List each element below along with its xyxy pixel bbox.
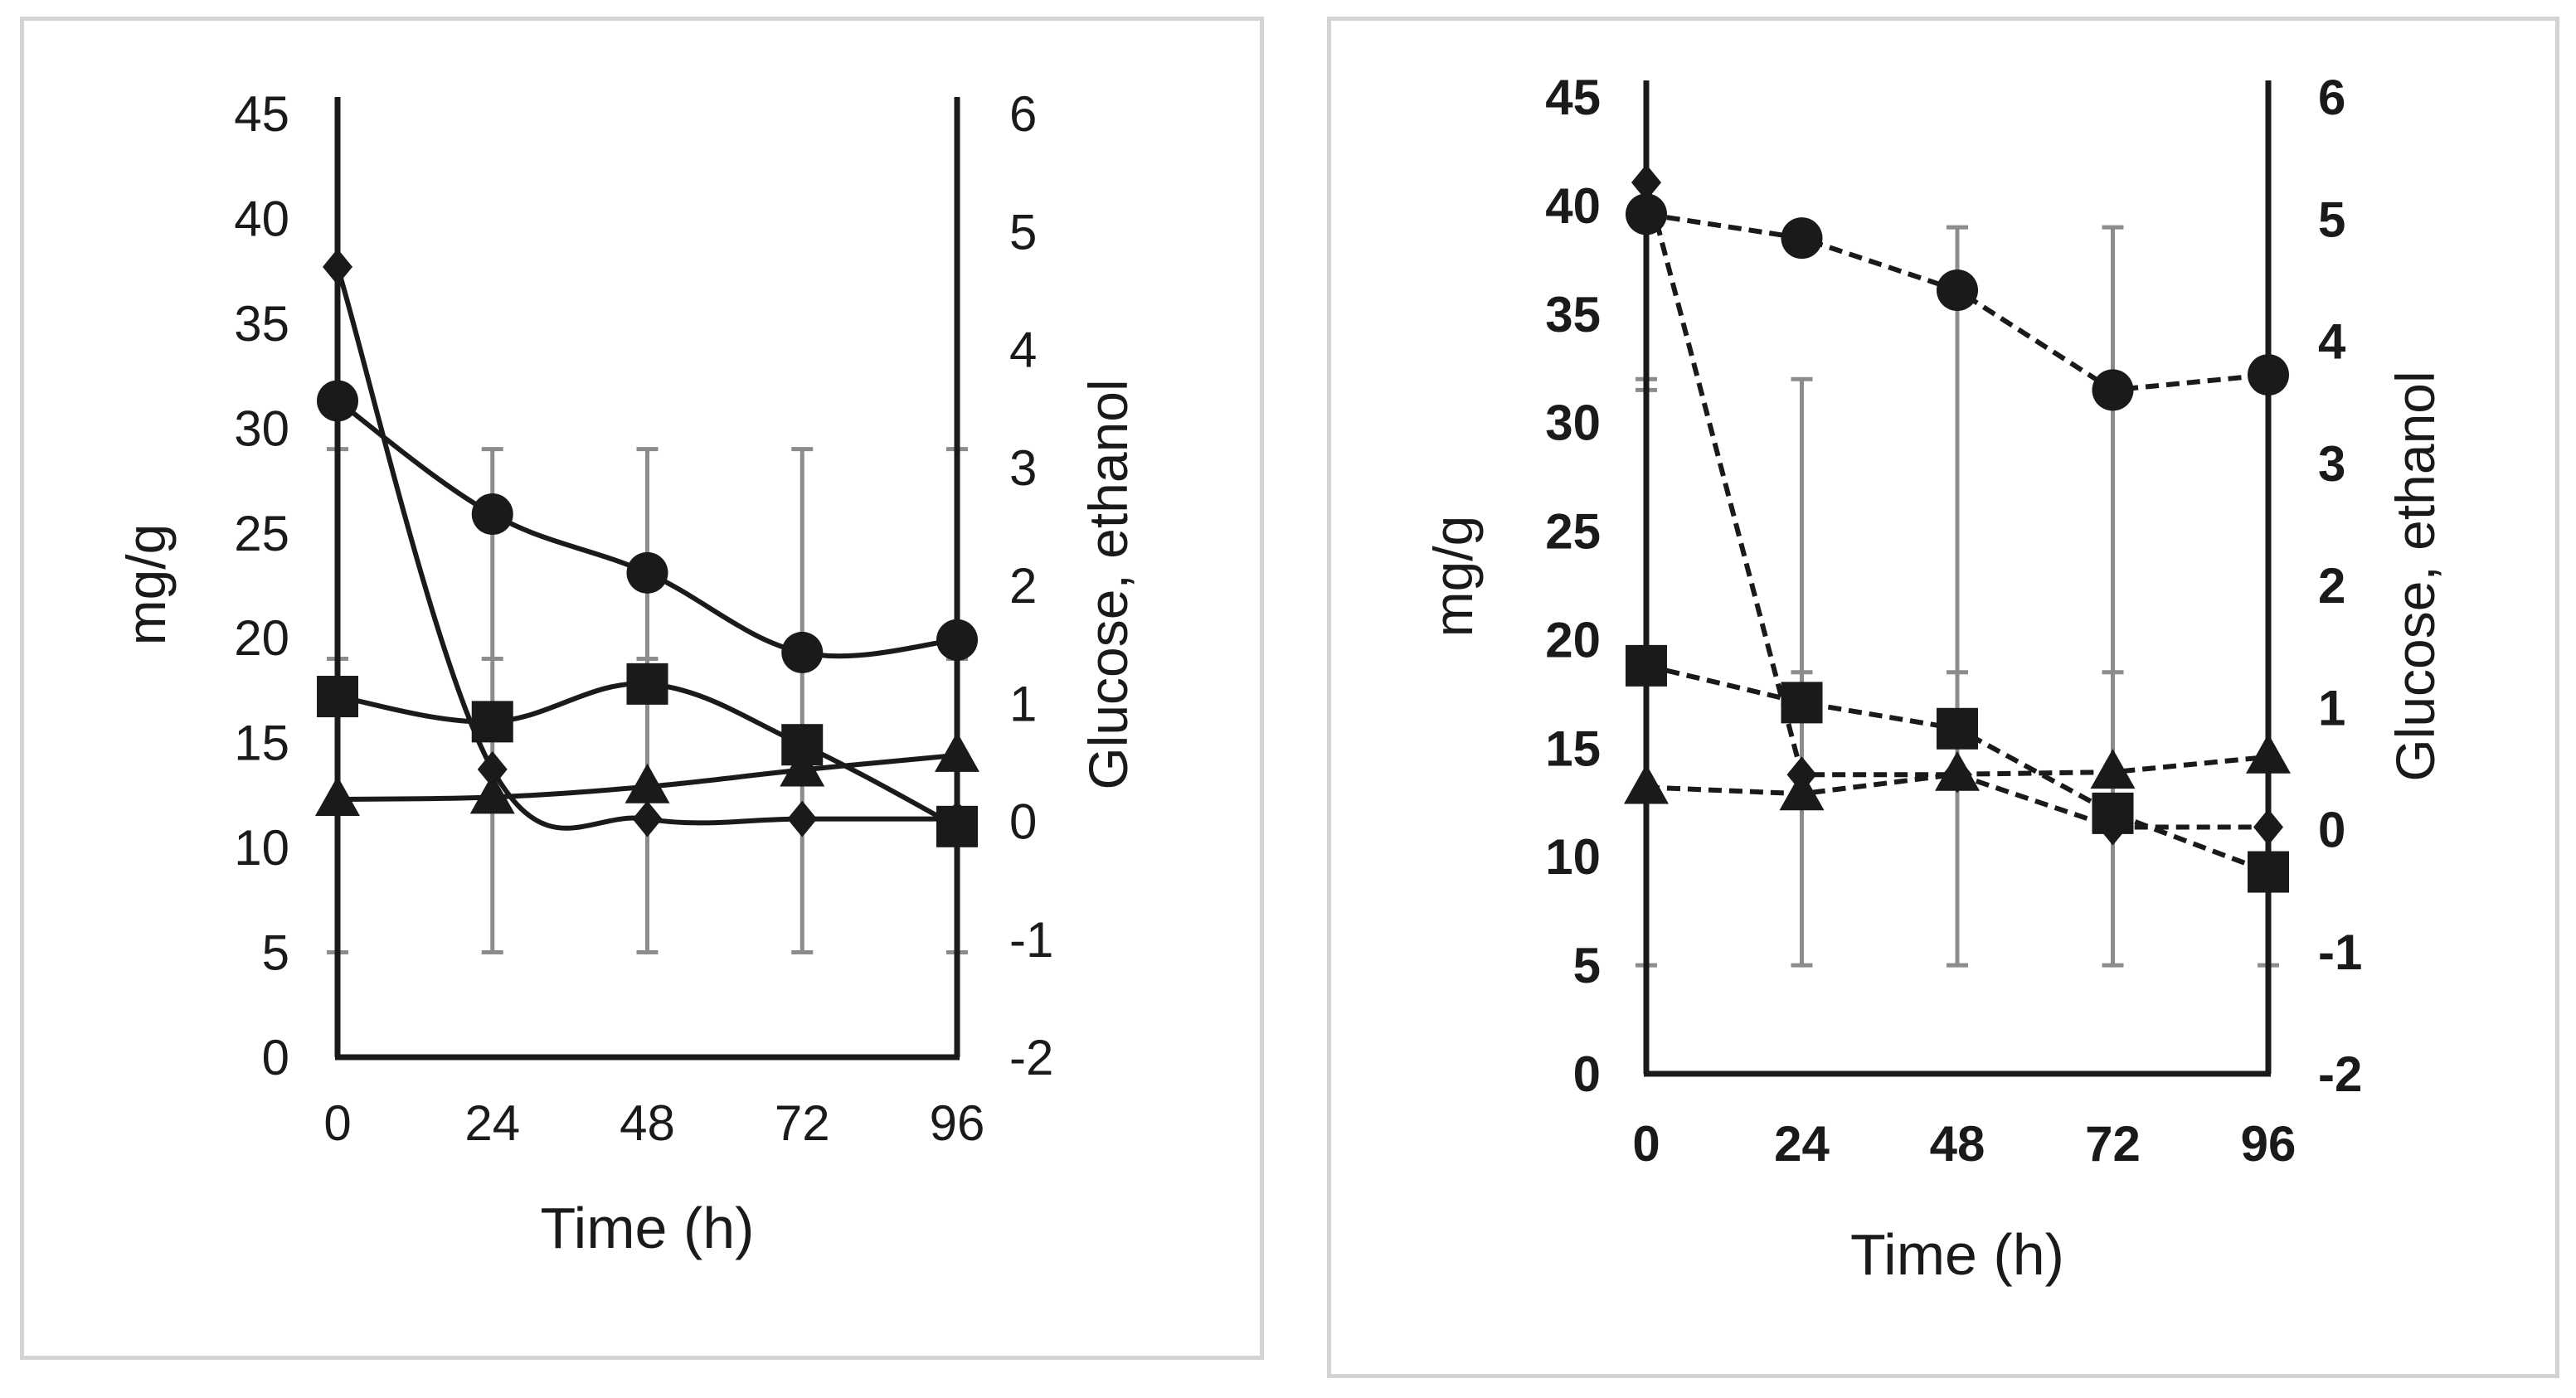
square-marker-48 [1937,707,1978,750]
y-tick-label-9: 45 [1545,70,1601,125]
circle-marker-48 [626,551,668,594]
diamond-marker-96 [2253,808,2283,846]
y-tick-label-2: 10 [234,820,289,876]
circle-marker-72 [2092,369,2134,411]
y-tick-label-3: 15 [234,716,289,771]
y2-tick-label-7: 5 [2318,192,2345,247]
y2-tick-label-5: 3 [2318,436,2345,492]
triangle-marker-72 [780,746,825,787]
triangle-marker-24 [469,774,515,814]
y-tick-label-0: 0 [1573,1046,1601,1102]
square-marker-96 [2248,851,2289,893]
y-tick-label-8: 40 [234,191,289,246]
y-tick-label-8: 40 [1545,178,1601,234]
circle-marker-48 [1937,269,1978,311]
triangle-marker-0 [315,775,360,816]
y-tick-label-7: 35 [234,296,289,352]
triangle-marker-48 [625,763,670,803]
y-axis-title: mg/g [1422,516,1484,638]
x-tick-label-3: 72 [2085,1116,2141,1172]
square-marker-48 [626,663,668,705]
square-marker-24 [1781,682,1823,724]
triangle-marker-0 [1624,764,1669,804]
x-tick-label-2: 48 [1930,1116,1985,1172]
square-marker-0 [317,676,358,718]
y2-axis-title: Glucose, ethanol [1077,379,1139,789]
y2-tick-label-1: -1 [1009,912,1053,968]
y2-tick-label-6: 4 [1009,323,1037,378]
y2-tick-label-4: 2 [1009,558,1037,614]
circle-marker-0 [1626,193,1667,235]
y-tick-label-6: 30 [1545,396,1601,451]
y2-tick-label-3: 1 [1009,676,1037,731]
diamond-marker-96 [942,800,972,837]
left-chart-panel: 0 5 10 15 20 25 30 35 40 45 -2 -1 0 1 2 3 4 5 6 0 24 48 72 96 Ti… [20,17,1264,1360]
y2-tick-label-7: 5 [1009,204,1037,260]
right-chart-panel: 0 5 10 15 20 25 30 35 40 45 -2 -1 0 1 2 3 4 5 6 0 24 48 72 96 Ti… [1327,17,2559,1378]
y-tick-label-1: 5 [262,925,289,981]
diamond-marker-72 [2097,808,2128,846]
square-marker-0 [1626,644,1667,687]
circle-marker-24 [1781,217,1823,260]
diamond-marker-0 [1631,164,1661,201]
circle-marker-24 [471,493,513,536]
y-tick-label-6: 30 [234,400,289,456]
triangle-marker-96 [2246,733,2291,774]
y2-tick-label-0: -2 [1009,1030,1053,1085]
y2-tick-label-6: 4 [2318,314,2346,370]
diamond-marker-0 [323,248,352,285]
y-tick-label-2: 10 [1545,829,1601,885]
diamond-marker-72 [787,800,818,837]
triangle-marker-96 [935,731,979,772]
x-tick-label-0: 0 [1632,1116,1660,1172]
y-tick-label-0: 0 [262,1030,289,1085]
x-tick-label-0: 0 [323,1095,351,1151]
y2-tick-label-2: 0 [2318,803,2345,858]
y-tick-label-7: 35 [1545,287,1601,342]
square-marker-24 [471,701,513,743]
triangle-marker-72 [2090,749,2136,789]
x-axis-title: Time (h) [1850,1222,2064,1287]
circle-marker-72 [781,631,824,673]
y-axis-title: mg/g [115,524,177,646]
x-tick-label-4: 96 [930,1095,985,1151]
y2-tick-label-8: 6 [2318,70,2345,125]
diamond-marker-48 [632,800,663,837]
y2-tick-label-3: 1 [2318,680,2345,735]
y2-tick-label-0: -2 [2318,1046,2362,1102]
y-tick-label-4: 20 [1545,612,1601,667]
x-tick-label-1: 24 [464,1095,520,1151]
x-tick-label-1: 24 [1774,1116,1830,1172]
y-tick-label-5: 25 [234,506,289,561]
y2-tick-label-1: -1 [2318,925,2362,980]
x-tick-label-2: 48 [620,1095,675,1151]
diamond-marker-24 [1786,756,1817,794]
y2-tick-label-8: 6 [1009,86,1037,142]
y-tick-label-5: 25 [1545,504,1601,560]
circle-marker-96 [936,619,978,661]
diamond-marker-24 [477,750,508,788]
y2-axis-title: Glucose, ethanol [2384,371,2446,781]
y-tick-label-3: 15 [1545,721,1601,776]
y2-tick-label-5: 3 [1009,440,1037,496]
y-tick-label-4: 20 [234,610,289,666]
y-tick-label-1: 5 [1573,938,1601,993]
diamond-marker-48 [1942,756,1972,794]
x-axis-title: Time (h) [541,1196,755,1260]
series-line-diamond [335,266,957,831]
circle-marker-96 [2248,354,2289,396]
x-tick-label-4: 96 [2241,1116,2297,1172]
y2-tick-label-2: 0 [1009,794,1037,850]
y2-tick-label-4: 2 [2318,558,2345,614]
y-tick-label-9: 45 [234,86,289,142]
circle-marker-0 [317,380,358,422]
x-tick-label-3: 72 [775,1095,830,1151]
